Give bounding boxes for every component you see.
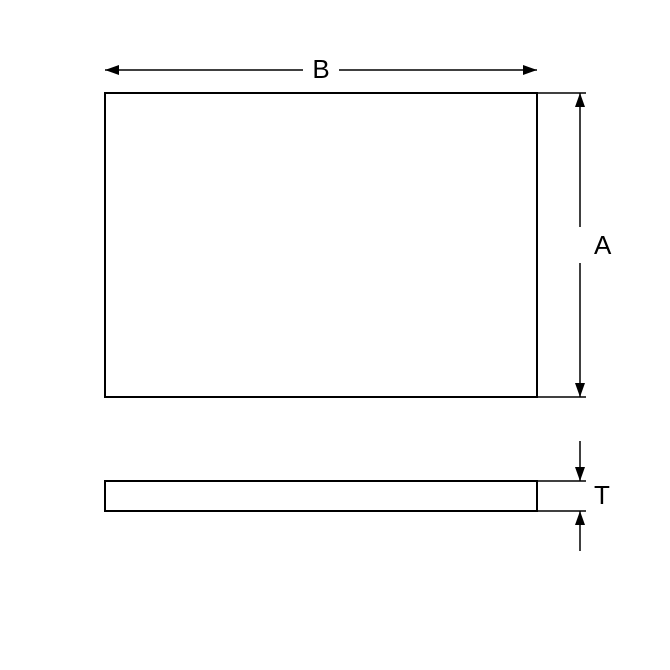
dim-label-a: A [594, 230, 612, 260]
dim-label-b: B [312, 54, 329, 84]
dim-label-t: T [594, 480, 610, 510]
plate-top-view [105, 93, 537, 397]
plate-side-view [105, 481, 537, 511]
dimension-diagram: B A T [0, 0, 670, 670]
